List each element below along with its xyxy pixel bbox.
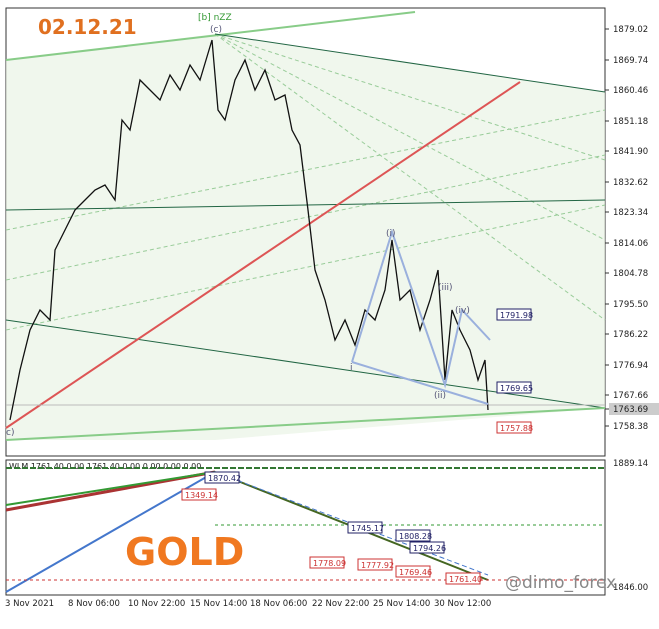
indicator-box-label: 1761.40 — [449, 575, 482, 584]
indicator-box-label: 1870.42 — [208, 474, 241, 483]
upper-line — [5, 11, 416, 61]
current-price-bg — [609, 403, 659, 415]
indicator-box — [445, 572, 481, 585]
date-label: 02.12.21 — [38, 15, 137, 39]
time-axis-label: 18 Nov 06:00 — [250, 599, 307, 609]
symbol-label: GOLD — [125, 530, 244, 574]
price-box-label: 1769.65 — [500, 384, 533, 393]
wave-line — [351, 361, 489, 405]
indicator-axis-label: 1889.14 — [613, 459, 648, 469]
channel-fill — [6, 34, 605, 440]
indicator-box — [181, 488, 217, 501]
median-line — [5, 199, 606, 211]
time-axis-label: 15 Nov 14:00 — [190, 599, 247, 609]
indicator-box-label: 1745.17 — [351, 524, 384, 533]
wave-label: [b] nZZ — [198, 13, 232, 23]
price-box-label: 1757.88 — [500, 424, 533, 433]
indicator-line — [5, 471, 216, 593]
indicator-line — [5, 471, 216, 506]
indicator-box — [347, 521, 383, 534]
wave-label: c) — [6, 428, 14, 438]
indicator-pane — [5, 459, 606, 596]
price-axis-label: 1795.50 — [613, 300, 648, 310]
indicator-box-label: 1808.28 — [399, 532, 432, 541]
price-axis-label: 1758.38 — [613, 422, 648, 432]
price-path — [9, 39, 489, 421]
price-axis-label: 1879.02 — [613, 25, 648, 35]
price-axis-label: 1860.46 — [613, 86, 648, 96]
indicator-box — [309, 556, 345, 569]
fan-lines — [5, 33, 606, 331]
time-axis-label: 3 Nov 2021 — [5, 599, 54, 609]
wave-label: (ii) — [434, 391, 446, 401]
price-box — [496, 421, 532, 434]
indicator-box-label: 1349.14 — [185, 491, 218, 500]
wave-label: (c) — [210, 25, 222, 35]
watermark: @dimo_forex — [505, 573, 616, 593]
price-axis-label: 1763.69 — [613, 405, 648, 415]
indicator-box — [395, 565, 431, 578]
price-axis-label: 1767.66 — [613, 391, 648, 401]
indicator-box — [204, 471, 240, 484]
indicator-header: WLM 1761.40 0.00 1761.40 0.00 0.00 0.00 … — [9, 462, 201, 471]
time-axis-label: 30 Nov 12:00 — [434, 599, 491, 609]
indicator-box-label: 1794.26 — [413, 544, 446, 553]
price-axis-label: 1823.34 — [613, 208, 648, 218]
price-box — [496, 381, 532, 394]
wave-label: i — [350, 363, 353, 373]
price-box — [496, 308, 532, 321]
indicator-box-label: 1769.46 — [399, 568, 432, 577]
indicator-box — [395, 529, 431, 542]
red-line — [5, 81, 521, 429]
price-axis-label: 1786.22 — [613, 330, 648, 340]
price-box-label: 1791.98 — [500, 311, 533, 320]
indicator-box-label: 1777.92 — [361, 561, 394, 570]
price-axis-label: 1869.74 — [613, 56, 648, 66]
lower-line — [5, 407, 606, 441]
price-axis-label: 1804.78 — [613, 269, 648, 279]
wave-lines — [351, 228, 491, 389]
indicator-box — [409, 541, 445, 554]
wave-label: (iii) — [438, 283, 453, 293]
time-axis-label: 25 Nov 14:00 — [373, 599, 430, 609]
time-axis-label: 22 Nov 22:00 — [312, 599, 369, 609]
price-axis-label: 1851.18 — [613, 117, 648, 127]
price-axis-label: 1841.90 — [613, 147, 648, 157]
time-axis-label: 10 Nov 22:00 — [128, 599, 185, 609]
price-axis-label: 1814.06 — [613, 239, 648, 249]
time-axis-label: 8 Nov 06:00 — [68, 599, 120, 609]
wave-label: (i) — [386, 229, 396, 239]
channel-top — [214, 33, 606, 93]
indicator-axis-label: 1846.00 — [613, 583, 648, 593]
price-axis-label: 1832.62 — [613, 178, 648, 188]
indicator-box — [357, 558, 393, 571]
wave-label: (iv) — [455, 306, 470, 316]
price-axis-label: 1776.94 — [613, 361, 648, 371]
indicator-box-label: 1778.09 — [313, 559, 346, 568]
